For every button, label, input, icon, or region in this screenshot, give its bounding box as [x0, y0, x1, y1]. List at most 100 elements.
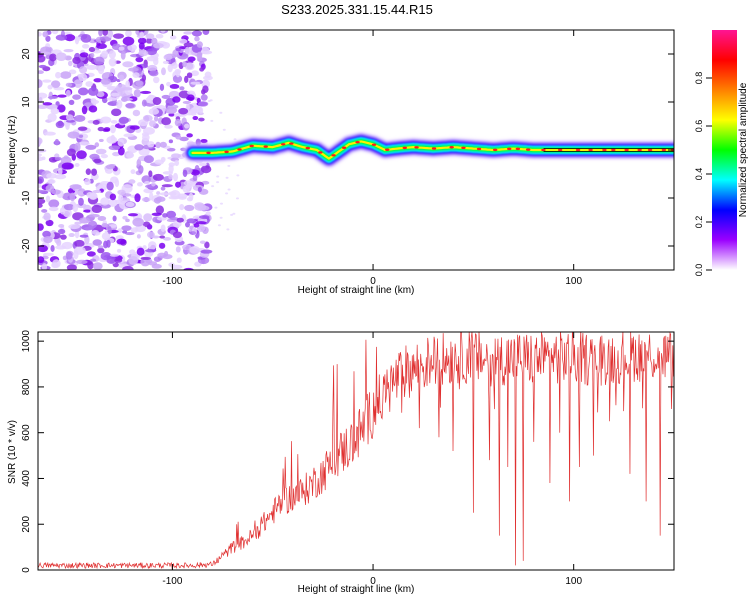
- noise-blob: [227, 188, 231, 191]
- ridge-hotspot: [355, 140, 360, 144]
- noise-blob: [198, 117, 205, 122]
- noise-blob: [133, 89, 141, 98]
- noise-blob: [67, 60, 73, 67]
- noise-blob: [122, 215, 128, 220]
- noise-blob: [93, 56, 105, 65]
- ridge-hotspot: [476, 147, 482, 151]
- noise-blob: [122, 230, 128, 234]
- noise-blob: [200, 94, 208, 101]
- noise-blob: [210, 119, 214, 122]
- noise-blob: [192, 174, 198, 181]
- noise-blob: [138, 165, 144, 174]
- noise-blob: [191, 30, 202, 37]
- noise-blob: [159, 141, 167, 148]
- noise-blob: [38, 54, 46, 63]
- ridge-hotspot: [305, 146, 310, 150]
- noise-blob: [219, 216, 223, 219]
- ridge-hotspot: [341, 146, 347, 149]
- noise-blob: [142, 114, 153, 122]
- noise-blob: [205, 211, 211, 216]
- noise-blob: [168, 139, 174, 144]
- noise-blob: [125, 201, 135, 208]
- noise-blob: [194, 36, 200, 42]
- noise-blob: [176, 257, 182, 264]
- noise-blob: [190, 81, 201, 85]
- noise-blob: [149, 120, 156, 128]
- spectrogram-y-tick-label-1: -10: [21, 190, 32, 205]
- noise-blob: [93, 158, 102, 164]
- noise-blob: [183, 267, 194, 270]
- noise-blob: [171, 153, 181, 159]
- noise-blob: [171, 62, 178, 69]
- noise-blob: [197, 186, 202, 193]
- figure-title: S233.2025.331.15.44.R15: [281, 2, 433, 17]
- noise-blob: [117, 138, 125, 147]
- noise-blob: [97, 216, 107, 221]
- noise-blob: [161, 94, 171, 100]
- noise-blob: [144, 181, 150, 185]
- noise-blob: [74, 239, 85, 248]
- noise-blob: [177, 193, 188, 199]
- noise-blob: [117, 146, 125, 156]
- ridge-hotspot: [206, 151, 211, 155]
- noise-blob: [125, 103, 135, 109]
- noise-blob: [100, 251, 112, 261]
- noise-blob: [190, 70, 199, 77]
- noise-blob: [68, 233, 75, 238]
- noise-blob: [161, 184, 173, 188]
- noise-blob: [47, 84, 53, 90]
- noise-blob: [132, 217, 144, 227]
- noise-blob: [147, 261, 158, 266]
- noise-blob: [172, 74, 183, 83]
- noise-blob: [47, 179, 56, 184]
- noise-blob: [101, 223, 109, 228]
- noise-blob: [38, 189, 44, 193]
- noise-blob: [176, 217, 184, 223]
- noise-blob: [92, 119, 100, 125]
- noise-blob: [200, 46, 210, 55]
- noise-blob: [98, 138, 104, 143]
- noise-blob: [91, 204, 103, 214]
- noise-blob: [175, 47, 182, 52]
- noise-blob: [198, 215, 210, 220]
- ridge-hotspot: [647, 148, 653, 152]
- noise-blob: [122, 61, 134, 68]
- spectrogram-ridge: [183, 132, 674, 168]
- noise-blob: [85, 168, 91, 176]
- noise-blob: [38, 223, 44, 231]
- noise-blob: [196, 41, 203, 48]
- noise-blob: [155, 141, 161, 149]
- noise-blob: [195, 221, 207, 225]
- noise-blob: [116, 99, 123, 109]
- noise-blob: [74, 162, 80, 167]
- noise-blob: [175, 134, 182, 140]
- noise-blob: [50, 245, 55, 252]
- noise-blob: [93, 78, 103, 83]
- noise-blob: [185, 221, 191, 228]
- noise-blob: [164, 250, 169, 257]
- noise-blob: [199, 240, 206, 244]
- noise-blob: [38, 176, 44, 184]
- noise-blob: [211, 185, 215, 188]
- colorbar-tick-label-3: 0.6: [694, 120, 704, 133]
- noise-blob: [73, 250, 79, 260]
- noise-blob: [90, 168, 98, 176]
- noise-blob: [184, 46, 190, 55]
- ridge-hotspot: [588, 148, 593, 152]
- noise-blob: [72, 56, 81, 65]
- noise-blob: [49, 53, 57, 62]
- noise-blob: [154, 115, 159, 122]
- noise-blob: [214, 206, 218, 209]
- noise-blob: [197, 205, 210, 211]
- noise-blob: [187, 56, 196, 62]
- noise-blob: [184, 204, 195, 212]
- noise-blob: [130, 169, 136, 175]
- noise-blob: [136, 182, 143, 187]
- noise-blob: [138, 42, 145, 50]
- ridge-hotspot: [492, 148, 498, 152]
- noise-blob: [186, 62, 194, 70]
- noise-blob: [165, 106, 178, 114]
- noise-blob: [169, 83, 180, 89]
- noise-blob: [58, 167, 63, 175]
- noise-blob: [102, 30, 109, 36]
